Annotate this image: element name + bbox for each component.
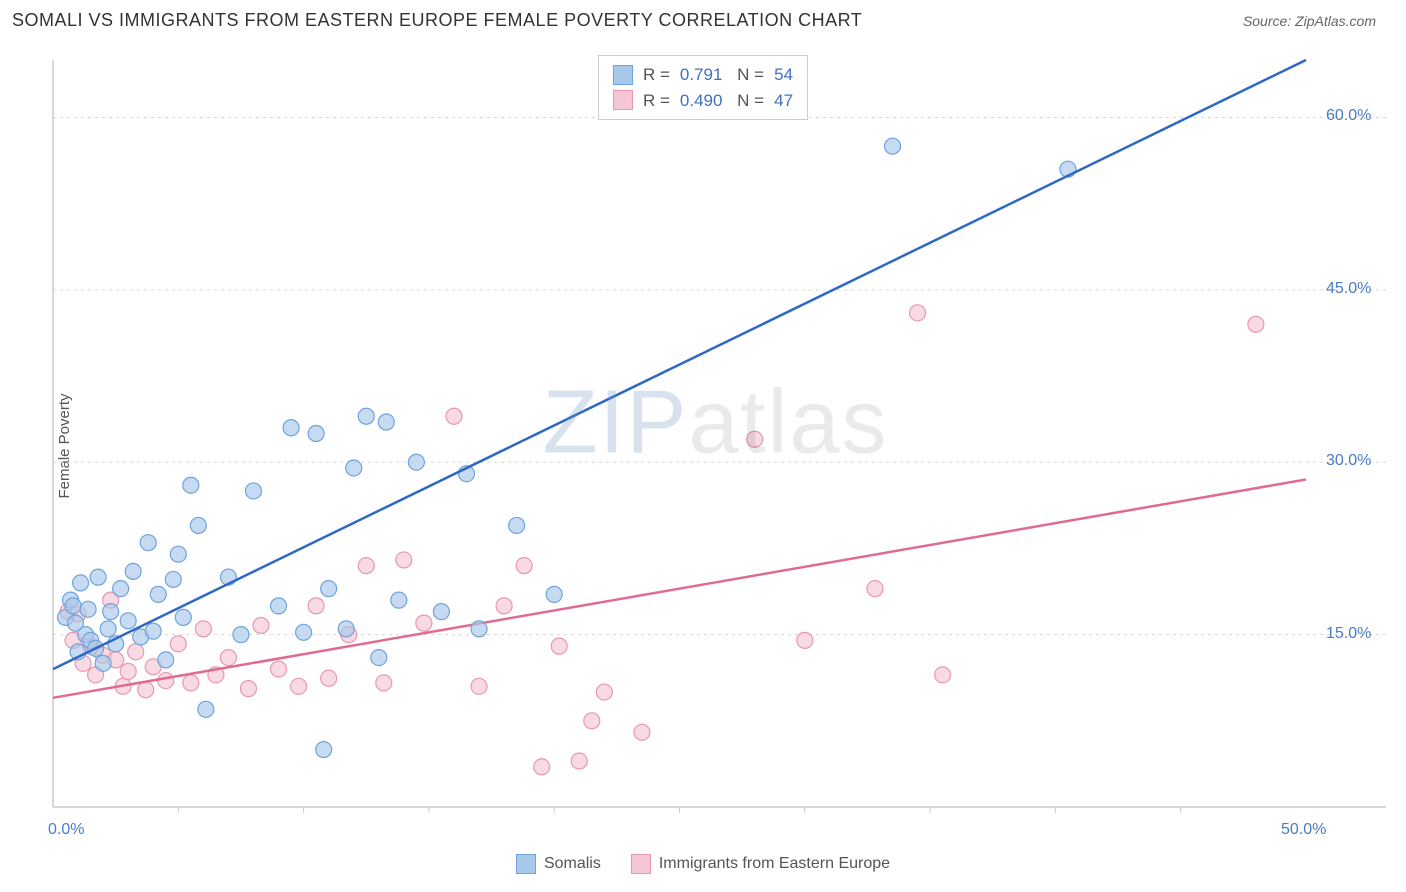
stats-legend: R =0.791 N =54 R =0.490 N =47: [598, 55, 808, 120]
stats-row-somalis: R =0.791 N =54: [613, 62, 793, 88]
x-tick-label: 0.0%: [48, 821, 84, 839]
legend-item-eastern: Immigrants from Eastern Europe: [631, 854, 890, 874]
y-tick-label: 60.0%: [1326, 107, 1371, 125]
chart-header: SOMALI VS IMMIGRANTS FROM EASTERN EUROPE…: [0, 0, 1406, 41]
swatch-somalis-icon: [613, 65, 633, 85]
swatch-somalis-icon: [516, 854, 536, 874]
bottom-legend: Somalis Immigrants from Eastern Europe: [0, 854, 1406, 874]
y-tick-label: 45.0%: [1326, 280, 1371, 298]
legend-item-somalis: Somalis: [516, 854, 601, 874]
y-tick-label: 30.0%: [1326, 452, 1371, 470]
stats-row-eastern: R =0.490 N =47: [613, 88, 793, 114]
chart-svg: [45, 50, 1386, 827]
swatch-eastern-icon: [613, 90, 633, 110]
y-tick-label: 15.0%: [1326, 625, 1371, 643]
legend-label-eastern: Immigrants from Eastern Europe: [659, 855, 890, 873]
swatch-eastern-icon: [631, 854, 651, 874]
chart-title: SOMALI VS IMMIGRANTS FROM EASTERN EUROPE…: [12, 10, 862, 31]
legend-label-somalis: Somalis: [544, 855, 601, 873]
x-tick-label: 50.0%: [1281, 821, 1326, 839]
chart-area: ZIPatlas: [45, 50, 1386, 827]
chart-source: Source: ZipAtlas.com: [1243, 13, 1376, 29]
